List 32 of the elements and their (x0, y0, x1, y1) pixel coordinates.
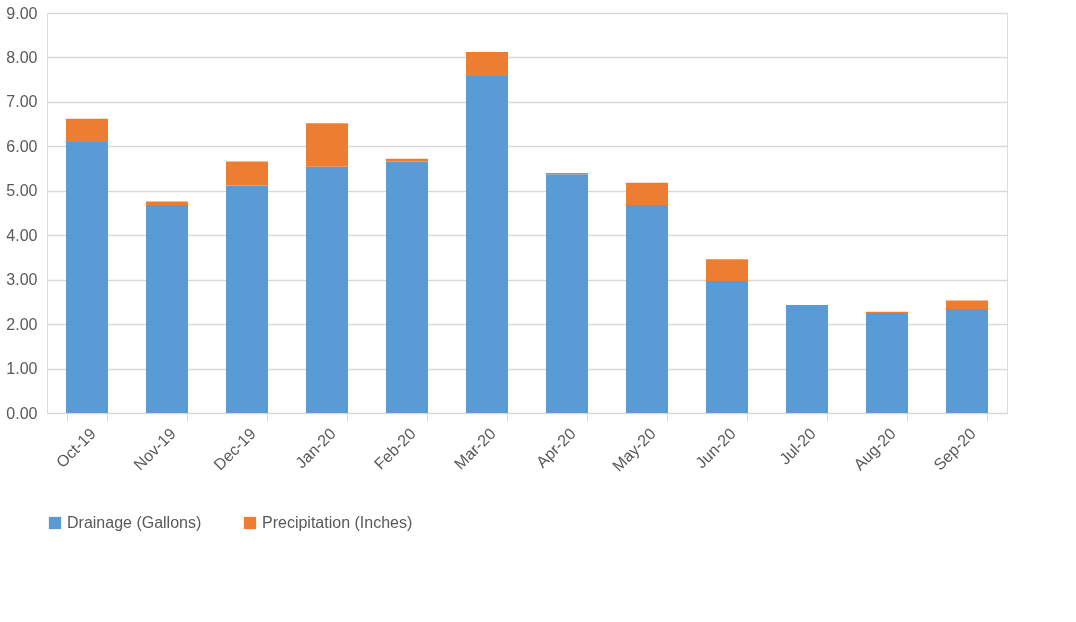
bar (546, 174, 588, 413)
bar (306, 166, 348, 413)
bar (626, 182, 668, 205)
bar (66, 141, 108, 413)
y-tick-label: 0.00 (6, 404, 38, 422)
bar (706, 259, 748, 281)
y-tick-label: 2.00 (6, 315, 38, 333)
bar (306, 123, 348, 167)
y-tick-label: 3.00 (6, 271, 38, 289)
bar (386, 161, 428, 413)
bar (786, 305, 828, 413)
y-tick-label: 8.00 (6, 48, 38, 66)
y-tick-label: 6.00 (6, 137, 38, 155)
y-tick-label: 5.00 (6, 182, 38, 200)
legend-label: Precipitation (Inches) (262, 514, 413, 531)
bar (226, 185, 268, 413)
bar (706, 281, 748, 413)
bar (946, 300, 988, 309)
legend-label: Drainage (Gallons) (67, 514, 202, 531)
bar (226, 161, 268, 186)
bar (626, 205, 668, 413)
y-tick-label: 1.00 (6, 360, 38, 378)
y-tick-label: 4.00 (6, 226, 38, 244)
bar (66, 118, 108, 142)
bar (466, 76, 508, 413)
bar (146, 205, 188, 413)
bar (946, 309, 988, 413)
bar (466, 52, 508, 77)
y-tick-label: 9.00 (6, 4, 38, 22)
bar (866, 313, 908, 413)
y-tick-label: 7.00 (6, 93, 38, 111)
bar (146, 201, 188, 205)
